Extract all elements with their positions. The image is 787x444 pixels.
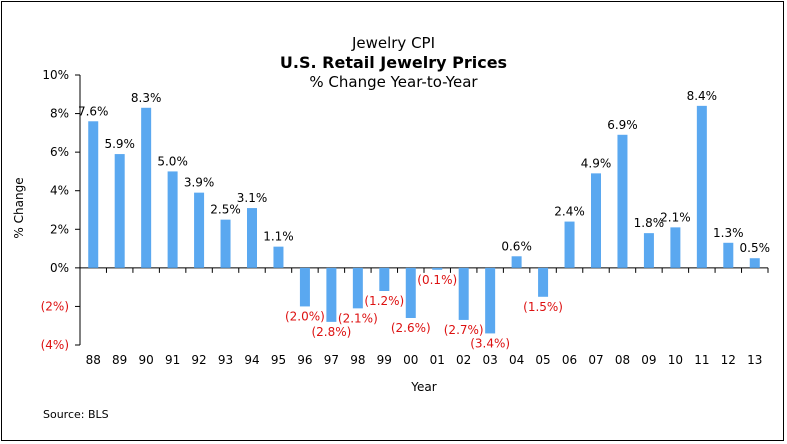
x-tick-label: 06 bbox=[562, 353, 577, 367]
x-tick-label: 89 bbox=[112, 353, 127, 367]
bar bbox=[114, 154, 125, 268]
bar bbox=[379, 267, 390, 291]
bar bbox=[617, 134, 628, 268]
bar bbox=[405, 267, 416, 318]
data-label: 8.4% bbox=[687, 89, 718, 103]
x-tick-label: 03 bbox=[483, 353, 498, 367]
data-label: (1.5%) bbox=[523, 300, 563, 314]
data-label: 2.4% bbox=[554, 205, 585, 219]
data-label: 2.5% bbox=[210, 203, 241, 217]
x-tick-label: 02 bbox=[456, 353, 471, 367]
y-tick-label: 4% bbox=[50, 184, 69, 198]
chart-subtitle-2: % Change Year-to-Year bbox=[309, 73, 478, 91]
x-tick-label: 08 bbox=[615, 353, 630, 367]
x-tick-label: 93 bbox=[218, 353, 233, 367]
chart-title: Jewelry CPI bbox=[351, 34, 436, 52]
data-label: (2.1%) bbox=[338, 311, 378, 325]
data-label: 0.6% bbox=[501, 239, 532, 253]
data-label: (2.8%) bbox=[311, 325, 351, 339]
data-label: (2.7%) bbox=[444, 323, 484, 337]
x-tick-label: 97 bbox=[324, 353, 339, 367]
bar bbox=[141, 107, 152, 268]
data-label: (1.2%) bbox=[364, 294, 404, 308]
bar bbox=[458, 267, 469, 320]
bar bbox=[485, 267, 496, 334]
x-tick-label: 98 bbox=[350, 353, 365, 367]
data-label: 0.5% bbox=[740, 241, 771, 255]
data-label: 8.3% bbox=[131, 91, 162, 105]
data-label: 3.1% bbox=[237, 191, 268, 205]
x-tick-label: 04 bbox=[509, 353, 524, 367]
data-label: 1.3% bbox=[713, 226, 744, 240]
y-axis-title: % Change bbox=[12, 177, 26, 238]
data-label: 3.9% bbox=[184, 176, 215, 190]
bar bbox=[167, 171, 178, 268]
data-label: (3.4%) bbox=[470, 336, 510, 350]
data-label: 4.9% bbox=[581, 156, 612, 170]
bar bbox=[538, 267, 549, 297]
bar bbox=[220, 219, 231, 268]
data-label: 1.1% bbox=[263, 230, 294, 244]
data-label: 5.9% bbox=[104, 137, 135, 151]
title-block: Jewelry CPI U.S. Retail Jewelry Prices %… bbox=[0, 34, 787, 92]
x-tick-label: 92 bbox=[191, 353, 206, 367]
data-label: 1.8% bbox=[634, 216, 665, 230]
x-tick-label: 05 bbox=[535, 353, 550, 367]
bar bbox=[696, 105, 707, 268]
chart-subtitle: U.S. Retail Jewelry Prices bbox=[279, 53, 508, 72]
bar bbox=[299, 267, 310, 307]
x-tick-label: 13 bbox=[747, 353, 762, 367]
x-tick-label: 96 bbox=[297, 353, 312, 367]
bar bbox=[511, 256, 522, 268]
x-tick-label: 91 bbox=[165, 353, 180, 367]
x-axis-title: Year bbox=[410, 380, 436, 394]
x-tick-label: 10 bbox=[668, 353, 683, 367]
bar bbox=[723, 242, 734, 268]
bar bbox=[670, 227, 681, 268]
bar bbox=[749, 258, 760, 268]
bar bbox=[273, 246, 284, 268]
y-tick-label: 0% bbox=[50, 261, 69, 275]
x-tick-label: 01 bbox=[430, 353, 445, 367]
x-tick-label: 95 bbox=[271, 353, 286, 367]
data-label: (2.0%) bbox=[285, 309, 325, 323]
bar bbox=[591, 173, 601, 268]
x-tick-label: 09 bbox=[641, 353, 656, 367]
x-tick-label: 94 bbox=[244, 353, 259, 367]
y-tick-label: 6% bbox=[50, 145, 69, 159]
data-label: (0.1%) bbox=[417, 273, 457, 287]
x-tick-label: 07 bbox=[588, 353, 603, 367]
bar bbox=[247, 208, 257, 268]
x-tick-label: 99 bbox=[377, 353, 392, 367]
bar bbox=[194, 192, 205, 268]
source-note: Source: BLS bbox=[43, 408, 109, 421]
y-tick-label: 8% bbox=[50, 107, 69, 121]
x-tick-label: 11 bbox=[694, 353, 709, 367]
data-label: 6.9% bbox=[607, 118, 638, 132]
bar bbox=[326, 267, 337, 322]
x-tick-label: 00 bbox=[403, 353, 418, 367]
bar bbox=[352, 267, 363, 309]
x-tick-label: 90 bbox=[139, 353, 154, 367]
bar bbox=[88, 121, 99, 268]
y-tick-label: 2% bbox=[50, 222, 69, 236]
bar bbox=[564, 221, 575, 268]
x-tick-label: 12 bbox=[721, 353, 736, 367]
data-label: 2.1% bbox=[660, 210, 691, 224]
y-tick-label: (2%) bbox=[41, 299, 69, 313]
bar bbox=[432, 267, 443, 270]
data-label: 7.6% bbox=[78, 104, 109, 118]
bar bbox=[643, 233, 654, 268]
x-tick-label: 88 bbox=[86, 353, 101, 367]
data-label: 5.0% bbox=[157, 154, 188, 168]
y-tick-label: (4%) bbox=[41, 338, 69, 352]
y-tick-label: 10% bbox=[42, 68, 69, 82]
data-label: (2.6%) bbox=[391, 321, 431, 335]
